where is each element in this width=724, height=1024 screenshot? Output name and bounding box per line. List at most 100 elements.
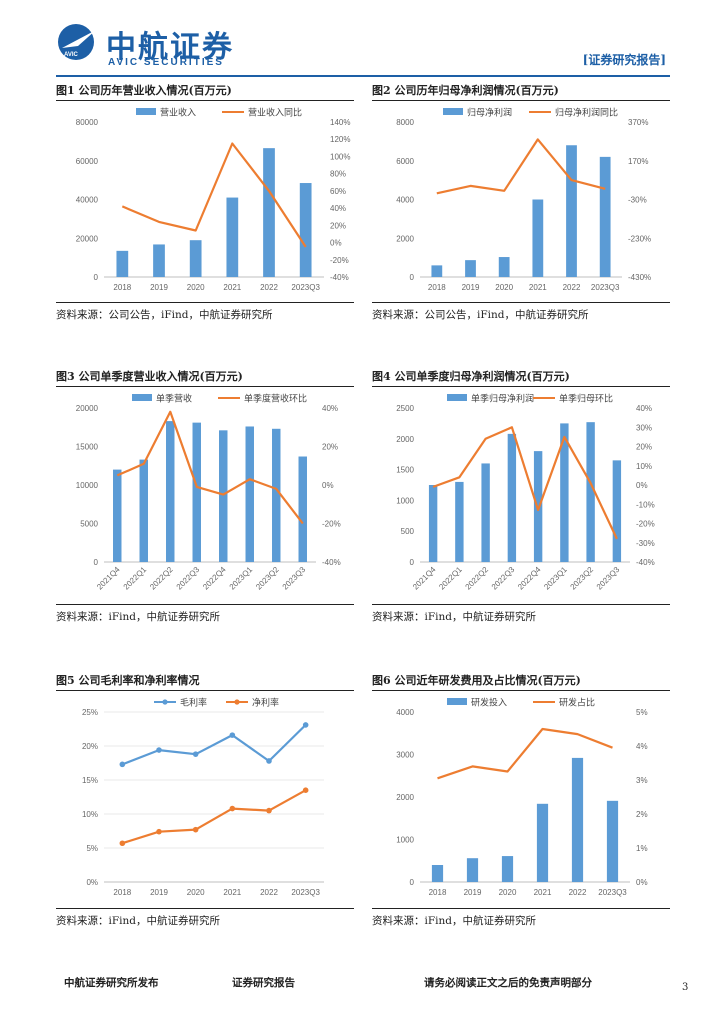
right-axis-tick: 60% bbox=[330, 187, 346, 196]
legend-line-label: 归母净利润同比 bbox=[555, 107, 618, 119]
header-divider bbox=[56, 75, 670, 77]
right-axis-tick: -30% bbox=[628, 196, 647, 205]
bar-2022Q4 bbox=[219, 430, 228, 562]
bar-2019 bbox=[465, 260, 476, 277]
left-axis-tick: 2500 bbox=[396, 404, 414, 413]
right-axis-tick: 40% bbox=[330, 204, 346, 213]
bar-2022Q1 bbox=[139, 459, 148, 562]
bar-2023Q3 bbox=[612, 460, 622, 562]
category-label: 2021 bbox=[529, 283, 547, 292]
bar-2022Q1 bbox=[455, 481, 464, 562]
right-axis-tick: 170% bbox=[628, 157, 648, 166]
point-1-2018 bbox=[119, 840, 126, 847]
right-axis-tick: -10% bbox=[636, 500, 655, 509]
left-axis-tick: 40000 bbox=[76, 196, 99, 205]
left-axis-tick: 2000 bbox=[396, 793, 414, 802]
figure-6-panel: 图6 公司近年研发费用及占比情况(百万元) 0 1000 2000 3000 4000 0… bbox=[372, 674, 670, 930]
bar-2018 bbox=[431, 865, 444, 882]
left-axis-tick: 1000 bbox=[396, 496, 414, 505]
right-axis-tick: 4% bbox=[636, 742, 648, 751]
bar-2021 bbox=[226, 197, 239, 277]
figure-1-title: 图1 公司历年营业收入情况(百万元) bbox=[56, 84, 354, 101]
legend-bar-label: 单季营收 bbox=[156, 393, 192, 405]
figure-5-chart: 0% 5% 10% 15% 20% 25% 2018 2019 2020 2021 2022 2023… bbox=[82, 697, 324, 897]
figure-2-chart: 0 2000 4000 6000 8000 -430% -230% -30% 170% 370% 2… bbox=[396, 107, 651, 293]
left-axis-tick: 60000 bbox=[76, 157, 99, 166]
footer-left: 中航证券研究所发布 bbox=[64, 977, 159, 989]
right-axis-tick: -430% bbox=[628, 273, 651, 282]
legend-label-1: 净利率 bbox=[252, 697, 279, 709]
bar-2023Q1 bbox=[245, 426, 254, 562]
category-label: 2022Q4 bbox=[516, 565, 543, 592]
bar-2018 bbox=[431, 265, 443, 277]
left-axis-tick: 10000 bbox=[76, 481, 99, 490]
bar-2021 bbox=[536, 803, 549, 882]
right-axis-tick: 40% bbox=[322, 404, 338, 413]
left-axis-tick: 5000 bbox=[80, 520, 98, 529]
legend-line-label: 研发占比 bbox=[559, 697, 595, 709]
page-header: AVIC 中航证券 AVIC SECURITIES [证券研究报告] bbox=[0, 0, 724, 78]
right-axis-tick: -40% bbox=[322, 558, 341, 567]
left-axis-tick: 1000 bbox=[396, 836, 414, 845]
figure-6-title: 图6 公司近年研发费用及占比情况(百万元) bbox=[372, 674, 670, 691]
left-axis-tick: 0 bbox=[410, 273, 415, 282]
series-line-0 bbox=[116, 410, 304, 525]
category-label: 2022Q4 bbox=[201, 565, 228, 592]
figure-5-source: 资料来源：iFind，中航证券研究所 bbox=[56, 908, 354, 928]
left-axis-tick: 4000 bbox=[396, 708, 414, 717]
figure-3-title: 图3 公司单季度营业收入情况(百万元) bbox=[56, 370, 354, 387]
right-axis-tick: 20% bbox=[330, 221, 346, 230]
category-label: 2023Q1 bbox=[228, 565, 255, 592]
series-line-0 bbox=[437, 727, 613, 780]
category-label: 2019 bbox=[150, 283, 168, 292]
category-label: 2023Q3 bbox=[291, 283, 320, 292]
figure-5-panel: 图5 公司毛利率和净利率情况 0% 5% 10% 15% 20% 25% 2018 2019 2… bbox=[56, 674, 354, 930]
bar-2019 bbox=[466, 858, 479, 882]
category-label: 2023Q3 bbox=[591, 283, 620, 292]
point-0-2019 bbox=[156, 747, 162, 753]
left-axis-tick: 15% bbox=[82, 776, 98, 785]
left-axis-tick: 25% bbox=[82, 708, 98, 717]
bar-2022Q2 bbox=[166, 421, 175, 562]
legend-line-label: 单季归母环比 bbox=[559, 393, 613, 405]
left-axis-tick: 0 bbox=[94, 273, 99, 282]
point-1-2021 bbox=[229, 805, 236, 812]
left-axis-tick: 10% bbox=[82, 810, 98, 819]
logo-small-text: AVIC bbox=[64, 52, 79, 58]
left-axis-tick: 2000 bbox=[396, 234, 414, 243]
category-label: 2019 bbox=[150, 888, 168, 897]
left-axis-tick: 0 bbox=[410, 558, 415, 567]
bar-2023Q3 bbox=[298, 456, 307, 562]
figure-1-source: 资料来源：公司公告，iFind，中航证券研究所 bbox=[56, 302, 354, 322]
category-label: 2022 bbox=[260, 888, 278, 897]
logo-chinese: 中航证券 bbox=[106, 30, 234, 65]
right-axis-tick: -40% bbox=[636, 558, 655, 567]
right-axis-tick: 3% bbox=[636, 776, 648, 785]
legend-bar-swatch bbox=[136, 108, 156, 115]
right-axis-tick: 80% bbox=[330, 170, 346, 179]
legend-bar-swatch bbox=[447, 698, 467, 705]
left-axis-tick: 0 bbox=[94, 558, 99, 567]
left-axis-tick: 4000 bbox=[396, 196, 414, 205]
point-0-2023Q3 bbox=[302, 722, 309, 728]
figure-4-source: 资料来源：iFind，中航证券研究所 bbox=[372, 604, 670, 624]
legend-bar-label: 营业收入 bbox=[160, 107, 196, 119]
figure-2-source: 资料来源：公司公告，iFind，中航证券研究所 bbox=[372, 302, 670, 322]
point-1-2020 bbox=[192, 826, 199, 833]
legend-bar-swatch bbox=[132, 394, 152, 401]
bar-2023Q2 bbox=[272, 428, 281, 562]
figure-5-title: 图5 公司毛利率和净利率情况 bbox=[56, 674, 354, 691]
bar-2023Q3 bbox=[299, 183, 312, 277]
bar-2020 bbox=[498, 257, 510, 277]
category-label: 2022 bbox=[563, 283, 581, 292]
page-number: 3 bbox=[682, 982, 689, 993]
bar-2022 bbox=[566, 145, 577, 277]
bar-2019 bbox=[153, 244, 165, 277]
right-axis-tick: -20% bbox=[636, 520, 655, 529]
figure-1-panel: 图1 公司历年营业收入情况(百万元) 0 20000 40000 60000 80000… bbox=[56, 84, 354, 326]
figure-2-title: 图2 公司历年归母净利润情况(百万元) bbox=[372, 84, 670, 101]
bar-2018 bbox=[116, 250, 129, 277]
right-axis-tick: -20% bbox=[322, 520, 341, 529]
category-label: 2023Q2 bbox=[254, 565, 281, 592]
left-axis-tick: 80000 bbox=[76, 118, 99, 127]
